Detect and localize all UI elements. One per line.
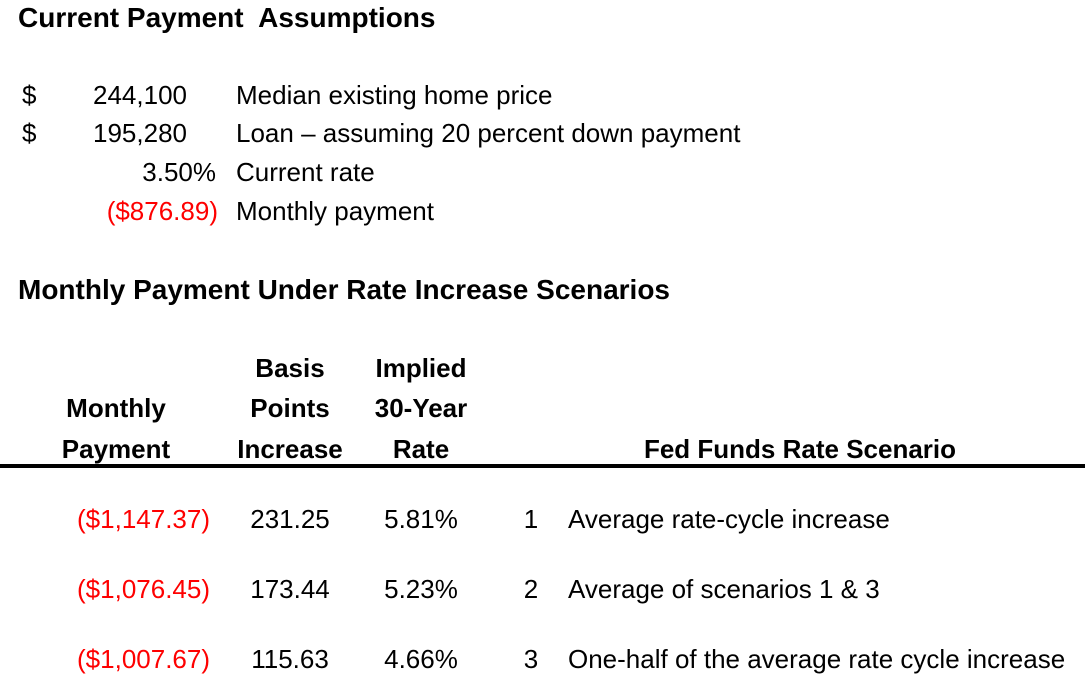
- assumption-label: Median existing home price: [236, 80, 553, 110]
- assumption-value: 195,280: [93, 118, 187, 148]
- assumption-label: Current rate: [236, 157, 375, 187]
- scenario-row: ($1,007.67) 115.63 4.66% 3 One-half of t…: [0, 644, 1087, 674]
- column-header-basis: Basis: [255, 353, 325, 383]
- header-divider: [0, 464, 1085, 468]
- scenario-row: ($1,147.37) 231.25 5.81% 1 Average rate-…: [0, 504, 1087, 534]
- implied-rate-value: 5.23%: [384, 574, 458, 604]
- column-header-monthly: Monthly: [66, 393, 166, 423]
- monthly-payment-value: ($1,007.67): [77, 644, 210, 674]
- column-header-payment: Payment: [61, 434, 171, 464]
- currency-symbol: $: [22, 118, 37, 148]
- monthly-payment-value: ($1,076.45): [77, 574, 210, 604]
- basis-points-value: 231.25: [250, 504, 330, 534]
- monthly-payment-value: ($1,147.37): [77, 504, 210, 534]
- assumption-row-loan: $ 195,280 Loan – assuming 20 percent dow…: [0, 118, 1087, 148]
- basis-points-value: 115.63: [251, 644, 329, 674]
- basis-points-value: 173.44: [250, 574, 330, 604]
- column-header-fed-funds-scenario: Fed Funds Rate Scenario: [643, 434, 957, 464]
- scenario-number: 1: [523, 504, 539, 534]
- assumption-row-current-rate: 3.50% Current rate: [0, 157, 1087, 187]
- scenario-number: 2: [523, 574, 539, 604]
- scenarios-section-title: Monthly Payment Under Rate Increase Scen…: [18, 274, 670, 305]
- assumption-row-monthly-payment: ($876.89) Monthly payment: [0, 196, 1087, 226]
- assumption-value: 244,100: [93, 80, 187, 110]
- assumption-value: 3.50%: [142, 157, 216, 187]
- column-header-increase: Increase: [237, 434, 343, 464]
- column-header-points: Points: [250, 393, 330, 423]
- currency-symbol: $: [22, 80, 37, 110]
- scenario-number: 3: [523, 644, 539, 674]
- implied-rate-value: 4.66%: [384, 644, 458, 674]
- assumptions-section-title: Current Payment Assumptions: [18, 2, 436, 33]
- implied-rate-value: 5.81%: [384, 504, 458, 534]
- column-header-30year: 30-Year: [374, 393, 468, 423]
- scenario-description: Average rate-cycle increase: [568, 504, 890, 534]
- assumption-value-negative: ($876.89): [106, 196, 218, 226]
- column-header-implied: Implied: [375, 353, 467, 383]
- assumption-label: Monthly payment: [236, 196, 434, 226]
- assumption-row-home-price: $ 244,100 Median existing home price: [0, 80, 1087, 110]
- assumption-label: Loan – assuming 20 percent down payment: [236, 118, 741, 148]
- scenario-description: Average of scenarios 1 & 3: [568, 574, 880, 604]
- column-header-rate: Rate: [392, 434, 450, 464]
- scenario-row: ($1,076.45) 173.44 5.23% 2 Average of sc…: [0, 574, 1087, 604]
- scenario-description: One-half of the average rate cycle incre…: [568, 644, 1066, 674]
